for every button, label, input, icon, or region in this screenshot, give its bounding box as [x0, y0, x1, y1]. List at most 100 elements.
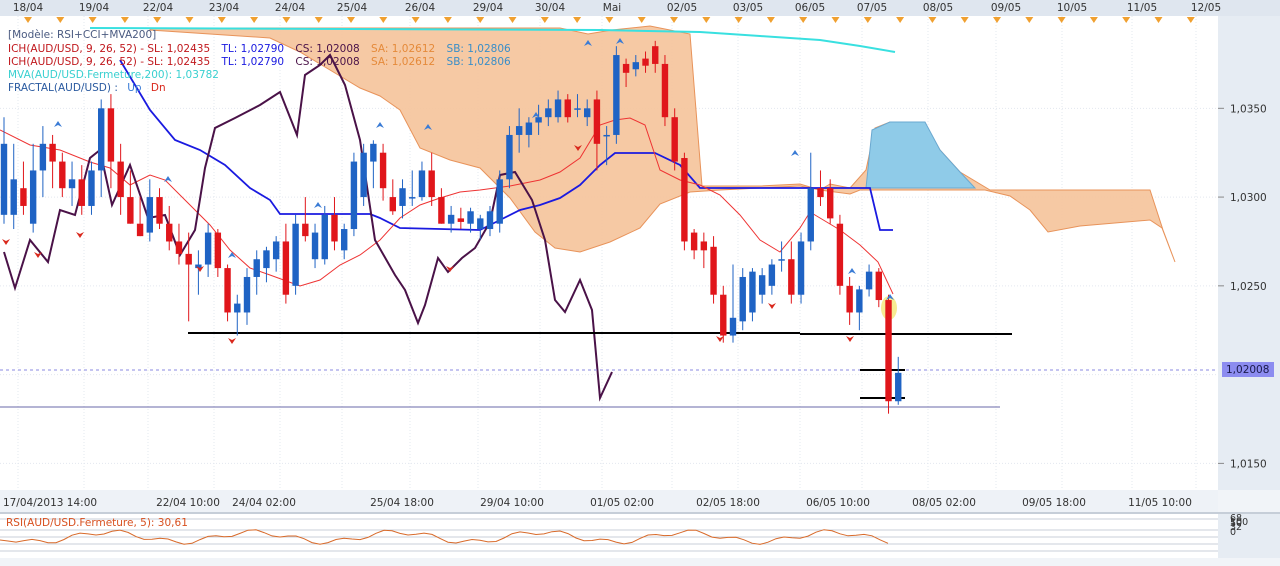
candle-body: [428, 170, 435, 198]
candle-body: [350, 161, 358, 230]
top-date-label: 30/04: [535, 2, 566, 14]
candle-body: [477, 218, 484, 230]
fractal-down-marker: [34, 252, 42, 258]
top-date-label: 11/05: [1127, 2, 1157, 14]
candle-body: [807, 188, 814, 242]
candle-body: [204, 232, 212, 265]
legend-ichimoku-1: ICH(AUD/USD, 9, 26, 52) - SL: 1,02435 TL…: [8, 43, 511, 55]
rsi-line: [0, 529, 889, 545]
candle-body: [117, 161, 124, 198]
session-marker: [993, 17, 1001, 23]
candle-body: [321, 214, 328, 260]
candle-body: [10, 179, 17, 215]
session-marker: [1122, 17, 1131, 23]
rsi-label: RSI(AUD/USD.Fermeture, 5): 30,61: [6, 517, 188, 529]
rsi-axis-label: 100: [1230, 517, 1248, 528]
time-label: 29/04 10:00: [480, 497, 544, 509]
time-label: 22/04 10:00: [156, 497, 220, 509]
session-marker: [896, 17, 905, 23]
time-label: 06/05 10:00: [806, 497, 870, 509]
candle-body: [758, 275, 766, 295]
session-marker: [314, 17, 323, 23]
fractal-down-marker: [196, 266, 204, 272]
candle-body: [457, 218, 465, 222]
session-marker: [56, 17, 65, 23]
time-label: 02/05 18:00: [696, 497, 760, 509]
fractal-down-marker: [446, 266, 454, 272]
top-date-label: 26/04: [405, 2, 436, 14]
candle-body: [243, 276, 251, 313]
time-label: 01/05 02:00: [590, 497, 654, 509]
fractal-down-marker: [716, 336, 724, 342]
fractal-up-marker: [791, 150, 799, 156]
candle-body: [68, 179, 76, 189]
candle-body: [827, 188, 834, 219]
candle-body: [720, 294, 727, 336]
session-marker: [185, 17, 194, 23]
candle-body: [603, 134, 610, 137]
fractal-markers: [2, 38, 894, 344]
fractal-up-marker: [228, 252, 236, 258]
top-date-label: 23/04: [209, 2, 240, 14]
top-date-label: 25/04: [337, 2, 368, 14]
fractal-up-marker: [54, 121, 62, 127]
legend-fractal: FRACTAL(AUD/USD) : Up Dn: [8, 82, 166, 94]
legend-ichimoku-2: ICH(AUD/USD, 9, 26, 52) - SL: 1,02435 TL…: [8, 56, 511, 68]
session-marker: [831, 17, 840, 23]
support-lines: [0, 296, 1218, 408]
fractal-down-marker: [574, 145, 582, 151]
top-date-bar: [0, 0, 1280, 16]
session-marker: [702, 17, 711, 23]
candle-body: [739, 276, 746, 322]
candle-body: [856, 289, 863, 313]
session-marker: [863, 17, 872, 23]
cloud-bearish: [860, 121, 977, 189]
candle-body: [885, 300, 892, 402]
candle-body: [107, 108, 115, 162]
price-label: 1,0250: [1230, 281, 1267, 293]
candle-body: [98, 108, 105, 171]
candle-body: [234, 303, 241, 313]
price-label: 1,0300: [1230, 192, 1267, 204]
candle-body: [311, 232, 319, 260]
candle-body: [729, 317, 737, 336]
fractal-down-marker: [2, 239, 10, 245]
time-label: 17/04/2013 14:00: [3, 497, 97, 509]
candle-body: [20, 188, 27, 206]
candle-body: [399, 188, 406, 206]
candle-body: [632, 62, 639, 70]
candle-body: [263, 250, 270, 269]
time-label: 09/05 18:00: [1022, 497, 1086, 509]
candle-body: [389, 197, 396, 212]
candle-body: [59, 161, 66, 189]
rsi-axis-label: 32: [1230, 522, 1242, 533]
candle-body: [447, 214, 455, 224]
ichimoku-cloud: [149, 25, 1176, 263]
legend: [Modèle: RSI+CCI+MVA200] ICH(AUD/USD, 9,…: [8, 29, 511, 94]
session-marker: [508, 17, 517, 23]
candle-body: [49, 143, 56, 162]
session-marker: [573, 17, 582, 23]
candle-body: [875, 271, 882, 301]
top-date-label: 08/05: [923, 2, 953, 14]
candle-body: [535, 117, 542, 123]
session-marker: [217, 17, 226, 23]
rsi-axis-label: 0: [1230, 527, 1236, 538]
session-marker: [928, 17, 937, 23]
candle-body: [136, 223, 144, 237]
candle-body: [661, 63, 669, 118]
candle-body: [0, 143, 8, 215]
candle-body: [515, 126, 523, 135]
time-label: 25/04 18:00: [370, 497, 434, 509]
session-marker: [1186, 17, 1195, 23]
candle-body: [652, 46, 659, 64]
top-date-label: 18/04: [13, 2, 44, 14]
session-marker: [120, 17, 129, 23]
candle-body: [525, 122, 533, 135]
candle-body: [836, 223, 844, 286]
fractal-up-marker: [376, 122, 384, 128]
candle-body: [175, 241, 183, 254]
candle-body: [195, 264, 202, 269]
fractal-up-marker: [424, 124, 432, 130]
